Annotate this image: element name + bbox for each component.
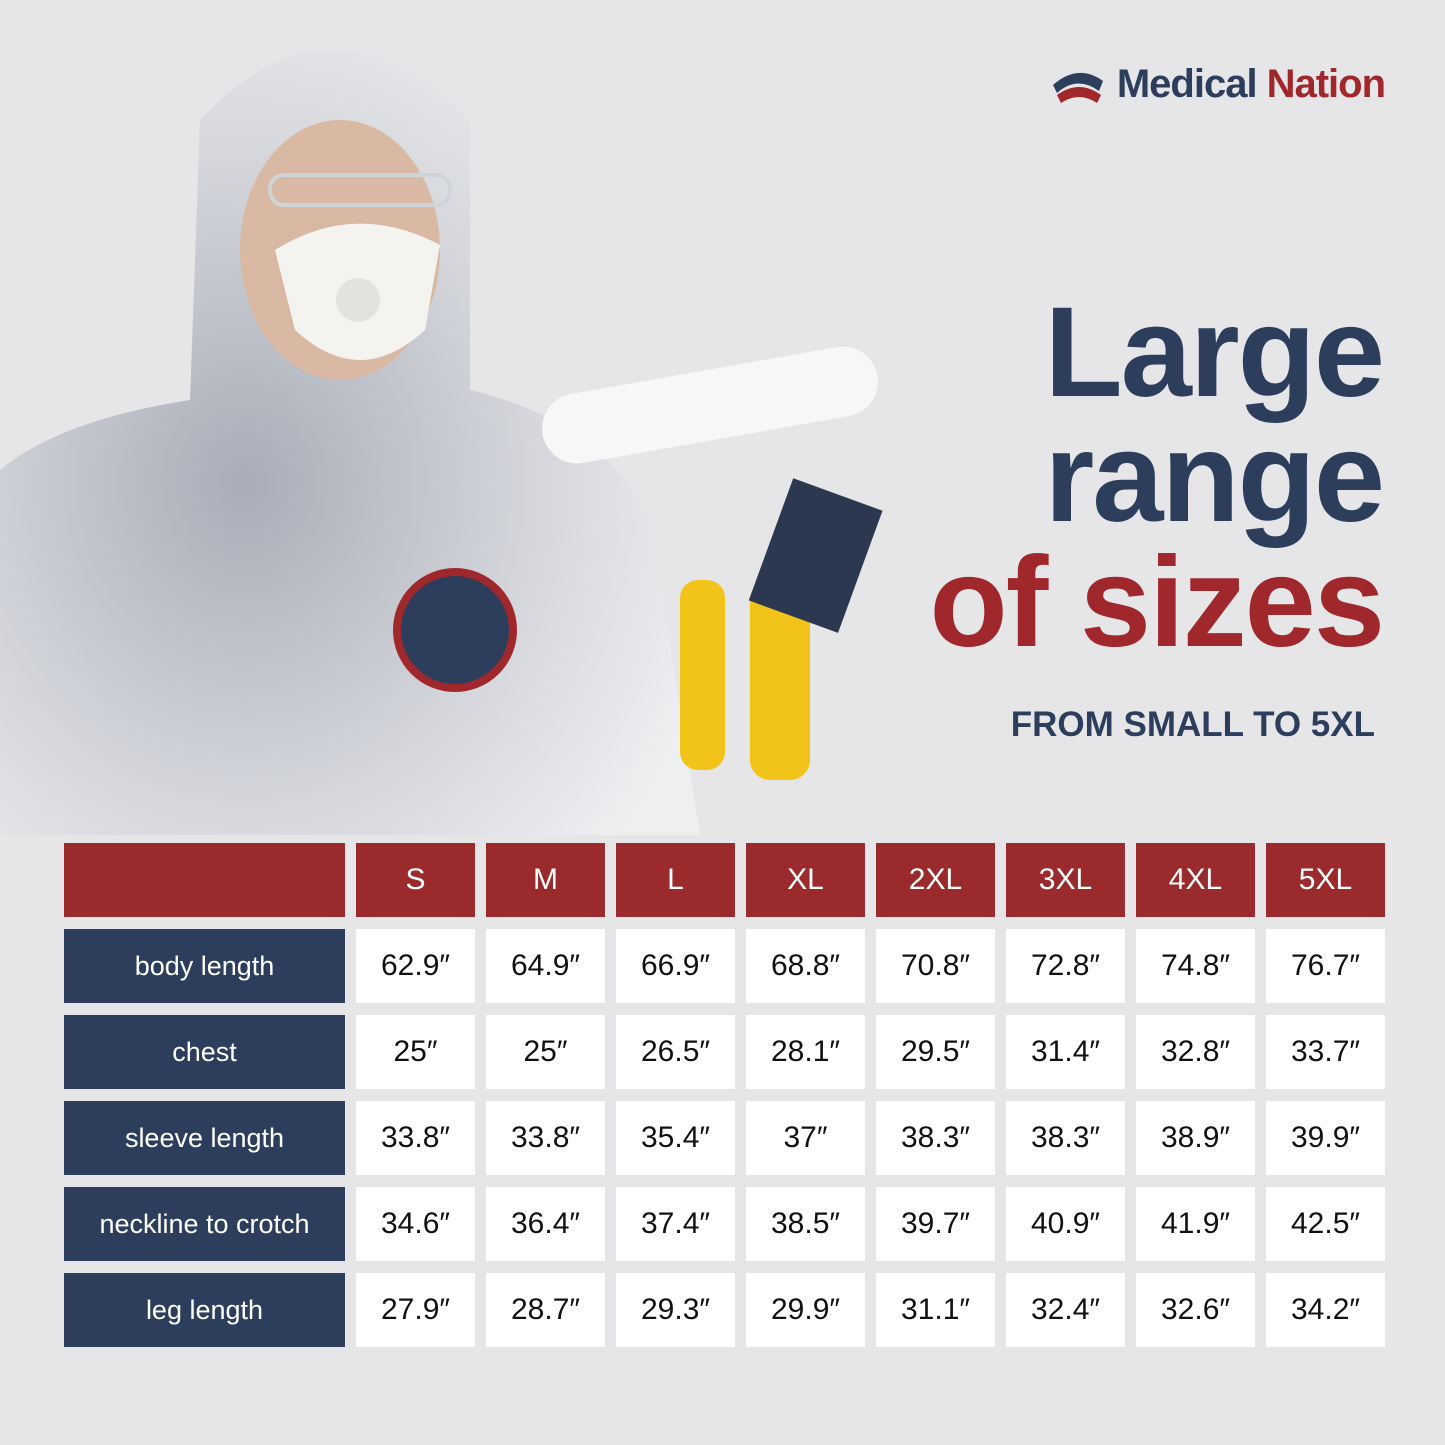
size-header: 2XL <box>876 843 995 917</box>
measurement: 33.8″ <box>486 1101 605 1175</box>
headline-line: range <box>1044 406 1385 549</box>
row-label: chest <box>64 1015 345 1089</box>
measurement: 29.5″ <box>876 1015 995 1089</box>
measurement: 38.9″ <box>1136 1101 1255 1175</box>
measurement: 76.7″ <box>1266 929 1385 1003</box>
measurement: 34.2″ <box>1266 1273 1385 1347</box>
measurement: 37″ <box>746 1101 865 1175</box>
measurement: 32.4″ <box>1006 1273 1125 1347</box>
headline-line: Large <box>1044 281 1385 424</box>
size-header: 3XL <box>1006 843 1125 917</box>
size-header: M <box>486 843 605 917</box>
logo-icon <box>1052 72 1103 103</box>
measurement: 31.1″ <box>876 1273 995 1347</box>
measurement: 68.8″ <box>746 929 865 1003</box>
measurement: 37.4″ <box>616 1187 735 1261</box>
subtitle: FROM SMALL TO 5XL <box>1010 705 1375 744</box>
measurement: 38.5″ <box>746 1187 865 1261</box>
measurement: 25″ <box>356 1015 475 1089</box>
measurement: 39.7″ <box>876 1187 995 1261</box>
headline-line: of sizes <box>929 531 1385 674</box>
headline: Large range of sizes <box>929 281 1385 674</box>
measurement: 38.3″ <box>1006 1101 1125 1175</box>
row-label: neckline to crotch <box>64 1187 345 1261</box>
measurement: 28.1″ <box>746 1015 865 1089</box>
row-label: leg length <box>64 1273 345 1347</box>
header-corner <box>64 843 345 917</box>
measurement: 25″ <box>486 1015 605 1089</box>
measurement: 31.4″ <box>1006 1015 1125 1089</box>
measurement: 34.6″ <box>356 1187 475 1261</box>
measurement: 27.9″ <box>356 1273 475 1347</box>
measurement: 64.9″ <box>486 929 605 1003</box>
measurement: 40.9″ <box>1006 1187 1125 1261</box>
size-header: XL <box>746 843 865 917</box>
measurement: 29.3″ <box>616 1273 735 1347</box>
brand-logo: Medical Nation <box>1049 62 1386 107</box>
measurement: 74.8″ <box>1136 929 1255 1003</box>
measurement: 32.8″ <box>1136 1015 1255 1089</box>
measurement: 35.4″ <box>616 1101 735 1175</box>
measurement: 39.9″ <box>1266 1101 1385 1175</box>
measurement: 72.8″ <box>1006 929 1125 1003</box>
measurement: 36.4″ <box>486 1187 605 1261</box>
brand-part2: Nation <box>1266 62 1386 106</box>
measurement: 41.9″ <box>1136 1187 1255 1261</box>
row-label: sleeve length <box>64 1101 345 1175</box>
measurement: 32.6″ <box>1136 1273 1255 1347</box>
size-header: 4XL <box>1136 843 1255 917</box>
measurement: 42.5″ <box>1266 1187 1385 1261</box>
size-table: S M L XL 2XL 3XL 4XL 5XL body length 62.9″ 64.9″ 66… <box>64 843 1385 1347</box>
measurement: 28.7″ <box>486 1273 605 1347</box>
measurement: 38.3″ <box>876 1101 995 1175</box>
measurement: 62.9″ <box>356 929 475 1003</box>
brand-part1: Medical <box>1116 62 1258 106</box>
size-header: 5XL <box>1266 843 1385 917</box>
row-label: body length <box>64 929 345 1003</box>
measurement: 33.7″ <box>1266 1015 1385 1089</box>
measurement: 26.5″ <box>616 1015 735 1089</box>
size-header: S <box>356 843 475 917</box>
measurement: 70.8″ <box>876 929 995 1003</box>
size-header: L <box>616 843 735 917</box>
measurement: 66.9″ <box>616 929 735 1003</box>
product-photo <box>0 50 883 835</box>
measurement: 33.8″ <box>356 1101 475 1175</box>
measurement: 29.9″ <box>746 1273 865 1347</box>
